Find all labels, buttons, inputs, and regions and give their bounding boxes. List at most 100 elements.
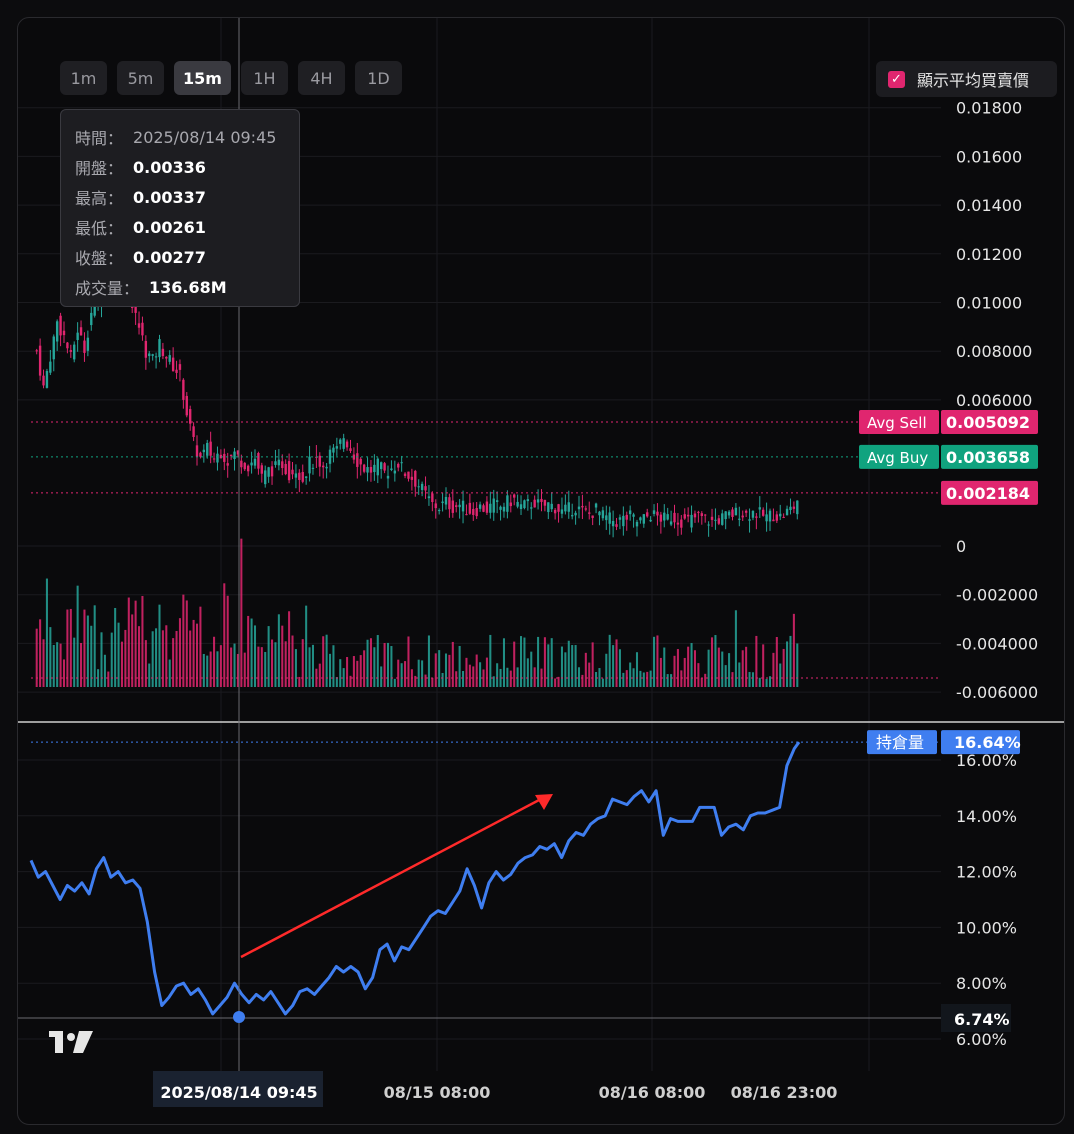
volume-bar: [284, 641, 287, 687]
candle-body: [90, 312, 93, 326]
logo-dot: [67, 1033, 75, 1041]
volume-bar: [782, 648, 785, 687]
candle-body: [264, 470, 267, 485]
timeframe-button-5m[interactable]: 5m: [117, 61, 164, 95]
volume-bar: [741, 650, 744, 687]
candle-body: [785, 508, 789, 516]
volume-bar: [605, 653, 608, 687]
volume-bar: [789, 635, 792, 687]
checkbox-checked-icon[interactable]: ✓: [888, 70, 905, 88]
volume-bar: [52, 644, 55, 687]
volume-bar: [117, 622, 120, 687]
volume-bar: [267, 626, 270, 687]
candle-body: [676, 522, 680, 525]
volume-bar: [250, 618, 253, 687]
candle-body: [622, 515, 625, 527]
candle-body: [499, 506, 502, 510]
tooltip-time-row: 時間： 2025/08/14 09:45: [75, 122, 285, 152]
candle-body: [513, 494, 516, 498]
candle-body: [137, 323, 141, 328]
volume-bar: [584, 652, 587, 687]
position-value: 16.64%: [954, 733, 1021, 752]
candle-body: [403, 473, 407, 476]
volume-bar: [762, 644, 765, 687]
candle-body: [335, 446, 339, 449]
candle-body: [417, 486, 420, 488]
candle-body: [632, 514, 635, 517]
candle-body: [646, 512, 649, 517]
candle-body: [277, 459, 281, 466]
candle-body: [618, 517, 622, 520]
volume-bar: [39, 619, 42, 687]
volume-bar: [502, 638, 505, 687]
candle-body: [697, 511, 700, 513]
candle-body: [611, 520, 615, 527]
volume-bar: [202, 653, 205, 687]
volume-bar: [417, 659, 420, 687]
candle-body: [588, 512, 591, 514]
volume-bar: [479, 662, 482, 687]
candle-body: [741, 515, 744, 518]
candle-body: [212, 458, 216, 460]
volume-bar: [369, 638, 372, 687]
tooltip-close-value: 0.00277: [133, 247, 206, 267]
volume-bar: [400, 663, 403, 687]
volume-bar: [666, 674, 669, 687]
volume-bar: [444, 653, 448, 687]
volume-bar: [380, 666, 383, 687]
volume-bar: [90, 625, 93, 687]
volume-bar: [554, 678, 557, 687]
candle-body: [727, 511, 731, 516]
candle-body: [345, 441, 349, 448]
candle-body: [673, 512, 676, 523]
timeframe-button-1m[interactable]: 1m: [60, 61, 107, 95]
candle-body: [362, 464, 366, 472]
timeframe-button-1d[interactable]: 1D: [354, 61, 402, 95]
volume-bar: [588, 662, 591, 687]
candle-body: [707, 524, 710, 526]
price-line-label: Avg Sell: [867, 414, 927, 432]
candle-body: [267, 467, 270, 477]
candle-body: [570, 515, 574, 517]
tooltip-high-value: 0.00337: [133, 187, 206, 207]
volume-bar: [178, 618, 181, 687]
candle-body: [79, 327, 83, 336]
avg-price-toggle[interactable]: ✓ 顯示平均買賣價: [876, 61, 1057, 97]
candle-body: [83, 340, 86, 353]
volume-bar: [236, 653, 239, 687]
tooltip-open-value: 0.00336: [133, 157, 206, 177]
candle-body: [165, 356, 168, 359]
volume-bar: [376, 635, 379, 687]
candle-body: [328, 449, 332, 464]
candle-body: [236, 450, 240, 455]
position-label: 持倉量: [876, 733, 924, 752]
candle-body: [66, 342, 69, 349]
volume-bar: [277, 614, 280, 687]
volume-bar: [308, 647, 311, 687]
candle-body: [468, 502, 472, 514]
volume-bar: [107, 671, 110, 687]
volume-bar: [649, 670, 652, 687]
candle-body: [553, 509, 557, 514]
chart-canvas[interactable]: 0.01800 0.01600 0.01400 0.01200 0.01000 0.008…: [18, 18, 1064, 1124]
volume-bar: [383, 643, 386, 687]
volume-bar: [618, 649, 621, 687]
volume-bar: [165, 625, 168, 687]
timeframe-button-15m[interactable]: 15m: [174, 61, 231, 95]
candle-body: [526, 499, 530, 502]
volume-bar: [243, 652, 246, 687]
crosshair-value-badge: [941, 1004, 1011, 1032]
candle-body: [560, 509, 564, 514]
candle-body: [311, 467, 315, 469]
timeframe-button-4h[interactable]: 4H: [297, 61, 345, 95]
price-line-value-badge: [941, 444, 1038, 469]
volume-bar: [499, 668, 502, 687]
volume-bar: [274, 642, 277, 687]
volume-bar: [717, 647, 720, 687]
volume-bar: [526, 658, 529, 687]
timeframe-button-1h[interactable]: 1H: [240, 61, 288, 95]
volume-bar: [393, 678, 396, 687]
candle-body: [530, 507, 533, 509]
candle-body: [789, 506, 792, 511]
volume-bar: [629, 662, 632, 687]
